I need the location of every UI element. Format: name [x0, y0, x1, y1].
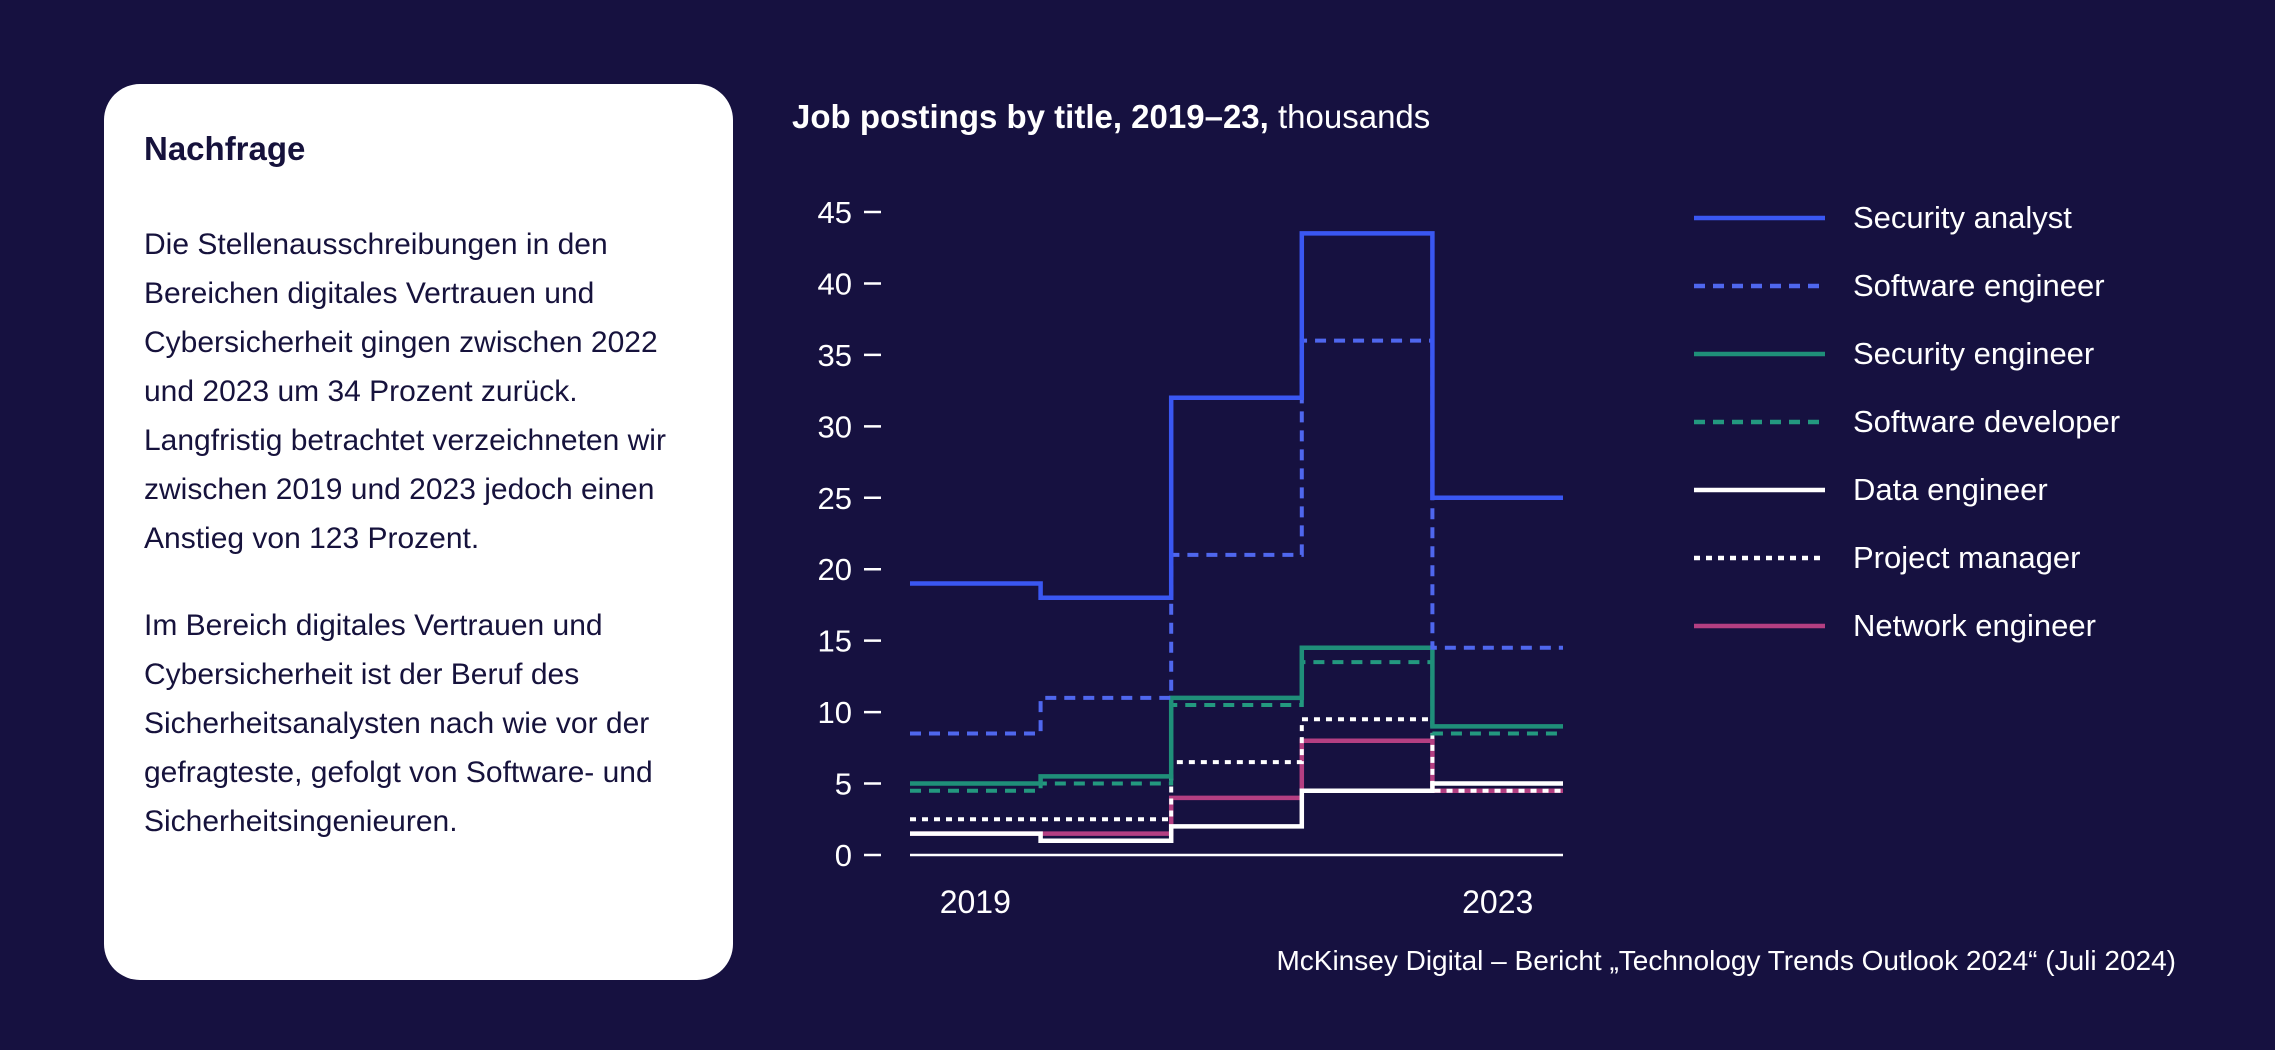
series-security-analyst	[910, 231, 1563, 601]
legend-item-software-developer: Software developer	[1694, 400, 2120, 444]
legend-item-security-engineer: Security engineer	[1694, 332, 2120, 376]
card-paragraph-1: Die Stellenausschreibungen in den Bereic…	[144, 228, 666, 555]
legend-item-network-engineer: Network engineer	[1694, 604, 2120, 648]
legend-line-sample-security-engineer	[1694, 351, 1825, 357]
legend-line-sample-network-engineer	[1694, 623, 1825, 629]
y-tick-label: 5	[835, 767, 852, 802]
legend-item-software-engineer: Software engineer	[1694, 264, 2120, 308]
legend-label-software-developer: Software developer	[1853, 404, 2121, 439]
card-title: Nachfrage	[144, 130, 306, 167]
legend-label-security-analyst: Security analyst	[1853, 200, 2072, 235]
legend-label-software-engineer: Software engineer	[1853, 268, 2105, 303]
y-tick-label: 30	[818, 409, 852, 444]
y-tick-label: 20	[818, 552, 852, 587]
legend-line-sample-software-engineer	[1694, 283, 1825, 289]
y-tick-label: 10	[818, 695, 852, 730]
y-tick-label: 35	[818, 338, 852, 373]
step-line-chart: 0 5 10 15 20 25 30 35 40 45 2019 2023	[818, 195, 1563, 920]
demand-card: Nachfrage Die Stellenausschreibungen in …	[104, 84, 733, 980]
source-note: McKinsey Digital – Bericht „Technology T…	[1276, 945, 2176, 976]
x-axis-label-2023: 2023	[1462, 884, 1533, 920]
legend-label-data-engineer: Data engineer	[1853, 472, 2048, 507]
legend-line-sample-data-engineer	[1694, 487, 1825, 493]
chart-title: Job postings by title, 2019–23, thousand…	[792, 98, 1430, 136]
y-tick-label: 40	[818, 266, 852, 301]
legend-item-project-manager: Project manager	[1694, 536, 2120, 580]
chart-title-unit: thousands	[1268, 98, 1431, 135]
y-tick-label: 15	[818, 624, 852, 659]
legend-item-security-analyst: Security analyst	[1694, 196, 2120, 240]
legend-line-sample-software-developer	[1694, 419, 1825, 425]
series-project-manager	[910, 717, 1563, 822]
series-security-engineer	[910, 645, 1563, 786]
series-data-engineer	[910, 781, 1563, 843]
legend-item-data-engineer: Data engineer	[1694, 468, 2120, 512]
chart-title-bold: Job postings by title, 2019–23,	[792, 98, 1269, 135]
legend-label-network-engineer: Network engineer	[1853, 608, 2096, 643]
legend-line-sample-project-manager	[1694, 555, 1825, 561]
card-paragraph-2: Im Bereich digitales Vertrauen und Cyber…	[144, 609, 653, 838]
y-tick-label: 0	[835, 838, 852, 873]
chart-legend: Security analyst Software engineer Securit…	[1694, 196, 2120, 672]
legend-label-project-manager: Project manager	[1853, 540, 2081, 575]
y-tick-label: 25	[818, 481, 852, 516]
legend-label-security-engineer: Security engineer	[1853, 336, 2095, 371]
x-axis-label-2019: 2019	[940, 884, 1011, 920]
legend-line-sample-security-analyst	[1694, 215, 1825, 221]
y-tick-label: 45	[818, 195, 852, 230]
